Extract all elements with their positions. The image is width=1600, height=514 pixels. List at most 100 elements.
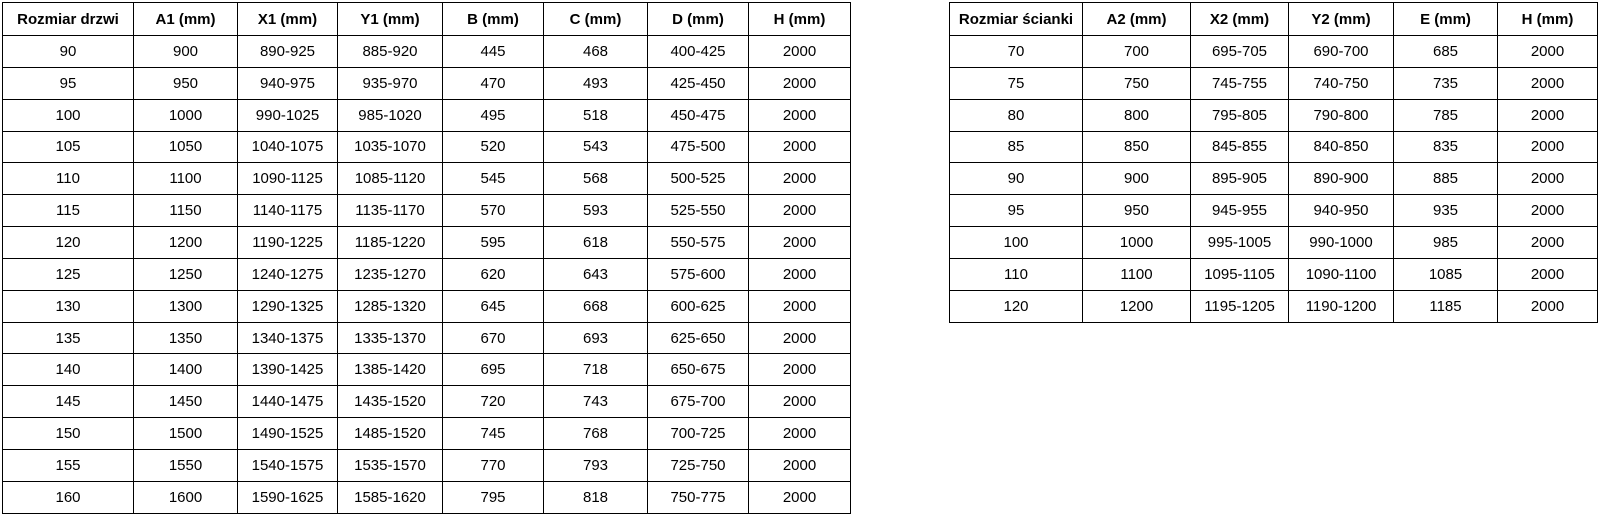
table-cell: 75 xyxy=(949,66,1083,100)
table-cell: 1585-1620 xyxy=(337,480,443,514)
table-row: 95 950 945-955 940-950 935 2000 xyxy=(949,194,1598,228)
table-cell: 568 xyxy=(543,162,648,196)
table-cell: 425-450 xyxy=(647,66,749,100)
table-cell: 675-700 xyxy=(647,385,749,419)
table-cell: 1535-1570 xyxy=(337,448,443,482)
table-cell: 2000 xyxy=(748,353,851,387)
column-header: H (mm) xyxy=(748,2,851,36)
table-cell: 795-805 xyxy=(1190,98,1289,132)
table-cell: 500-525 xyxy=(647,162,749,196)
table-cell: 985 xyxy=(1393,226,1498,259)
table-cell: 890-925 xyxy=(237,35,338,68)
table-cell: 695 xyxy=(442,353,544,387)
table-row: 120 1200 1190-1225 1185-1220 595 618 550-575 20… xyxy=(2,226,851,259)
table-cell: 770 xyxy=(442,448,544,482)
table-row: 110 1100 1090-1125 1085-1120 545 568 500-525 20… xyxy=(2,162,851,196)
table-cell: 105 xyxy=(2,130,134,164)
table-cell: 2000 xyxy=(1497,35,1598,68)
table-cell: 793 xyxy=(543,448,648,482)
table-row: 95 950 940-975 935-970 470 493 425-450 2000 xyxy=(2,66,851,100)
table-cell: 1285-1320 xyxy=(337,289,443,323)
table-cell: 1135-1170 xyxy=(337,194,443,228)
table-cell: 935 xyxy=(1393,194,1498,228)
table-cell: 2000 xyxy=(748,448,851,482)
table-cell: 745 xyxy=(442,417,544,450)
table-row: 130 1300 1290-1325 1285-1320 645 668 600-625 20… xyxy=(2,289,851,323)
table-cell: 575-600 xyxy=(647,257,749,291)
table-row: 140 1400 1390-1425 1385-1420 695 718 650-675 20… xyxy=(2,353,851,387)
table-cell: 1100 xyxy=(1082,257,1191,291)
table-cell: 1085-1120 xyxy=(337,162,443,196)
wall-size-table: Rozmiar ścianki A2 (mm) X2 (mm) Y2 (mm) E (m… xyxy=(949,2,1598,323)
table-cell: 620 xyxy=(442,257,544,291)
door-table-header: Rozmiar drzwi A1 (mm) X1 (mm) Y1 (mm) B (mm)… xyxy=(2,2,851,36)
table-cell: 125 xyxy=(2,257,134,291)
table-cell: 2000 xyxy=(748,194,851,228)
table-cell: 2000 xyxy=(748,226,851,259)
table-cell: 1400 xyxy=(133,353,238,387)
table-cell: 2000 xyxy=(748,130,851,164)
column-header: A1 (mm) xyxy=(133,2,238,36)
table-cell: 130 xyxy=(2,289,134,323)
table-cell: 2000 xyxy=(1497,289,1598,323)
table-cell: 2000 xyxy=(1497,66,1598,100)
table-cell: 90 xyxy=(949,162,1083,196)
table-cell: 740-750 xyxy=(1288,66,1394,100)
table-cell: 1600 xyxy=(133,480,238,514)
door-table-body: 90 900 890-925 885-920 445 468 400-425 2000 95 95… xyxy=(2,35,851,514)
column-header: E (mm) xyxy=(1393,2,1498,36)
wall-table-body: 70 700 695-705 690-700 685 2000 75 750 745-755 74… xyxy=(949,35,1598,323)
table-cell: 790-800 xyxy=(1288,98,1394,132)
column-header: X1 (mm) xyxy=(237,2,338,36)
table-cell: 885 xyxy=(1393,162,1498,196)
table-cell: 70 xyxy=(949,35,1083,68)
table-cell: 1090-1125 xyxy=(237,162,338,196)
table-cell: 985-1020 xyxy=(337,98,443,132)
table-cell: 470 xyxy=(442,66,544,100)
table-cell: 2000 xyxy=(748,385,851,419)
table-cell: 1195-1205 xyxy=(1190,289,1289,323)
table-cell: 850 xyxy=(1082,130,1191,164)
table-cell: 720 xyxy=(442,385,544,419)
table-cell: 545 xyxy=(442,162,544,196)
table-cell: 900 xyxy=(1082,162,1191,196)
table-cell: 110 xyxy=(949,257,1083,291)
table-cell: 1590-1625 xyxy=(237,480,338,514)
table-cell: 800 xyxy=(1082,98,1191,132)
table-cell: 468 xyxy=(543,35,648,68)
table-cell: 1190-1200 xyxy=(1288,289,1394,323)
table-row: 135 1350 1340-1375 1335-1370 670 693 625-650 20… xyxy=(2,321,851,355)
table-cell: 895-905 xyxy=(1190,162,1289,196)
table-row: 100 1000 995-1005 990-1000 985 2000 xyxy=(949,226,1598,259)
table-cell: 518 xyxy=(543,98,648,132)
table-cell: 950 xyxy=(133,66,238,100)
table-cell: 543 xyxy=(543,130,648,164)
table-cell: 2000 xyxy=(748,162,851,196)
table-cell: 840-850 xyxy=(1288,130,1394,164)
table-cell: 2000 xyxy=(748,289,851,323)
table-cell: 743 xyxy=(543,385,648,419)
table-cell: 795 xyxy=(442,480,544,514)
table-cell: 890-900 xyxy=(1288,162,1394,196)
table-cell: 950 xyxy=(1082,194,1191,228)
table-cell: 2000 xyxy=(1497,226,1598,259)
table-cell: 525-550 xyxy=(647,194,749,228)
table-cell: 643 xyxy=(543,257,648,291)
column-header: A2 (mm) xyxy=(1082,2,1191,36)
table-cell: 1235-1270 xyxy=(337,257,443,291)
table-cell: 1485-1520 xyxy=(337,417,443,450)
table-cell: 2000 xyxy=(748,480,851,514)
table-cell: 2000 xyxy=(748,257,851,291)
table-cell: 990-1025 xyxy=(237,98,338,132)
table-cell: 618 xyxy=(543,226,648,259)
column-header: Y1 (mm) xyxy=(337,2,443,36)
table-cell: 2000 xyxy=(1497,194,1598,228)
table-cell: 695-705 xyxy=(1190,35,1289,68)
table-row: 150 1500 1490-1525 1485-1520 745 768 700-725 20… xyxy=(2,417,851,450)
table-row: 75 750 745-755 740-750 735 2000 xyxy=(949,66,1598,100)
table-cell: 2000 xyxy=(748,35,851,68)
table-cell: 495 xyxy=(442,98,544,132)
table-cell: 1350 xyxy=(133,321,238,355)
table-cell: 900 xyxy=(133,35,238,68)
table-cell: 2000 xyxy=(1497,98,1598,132)
